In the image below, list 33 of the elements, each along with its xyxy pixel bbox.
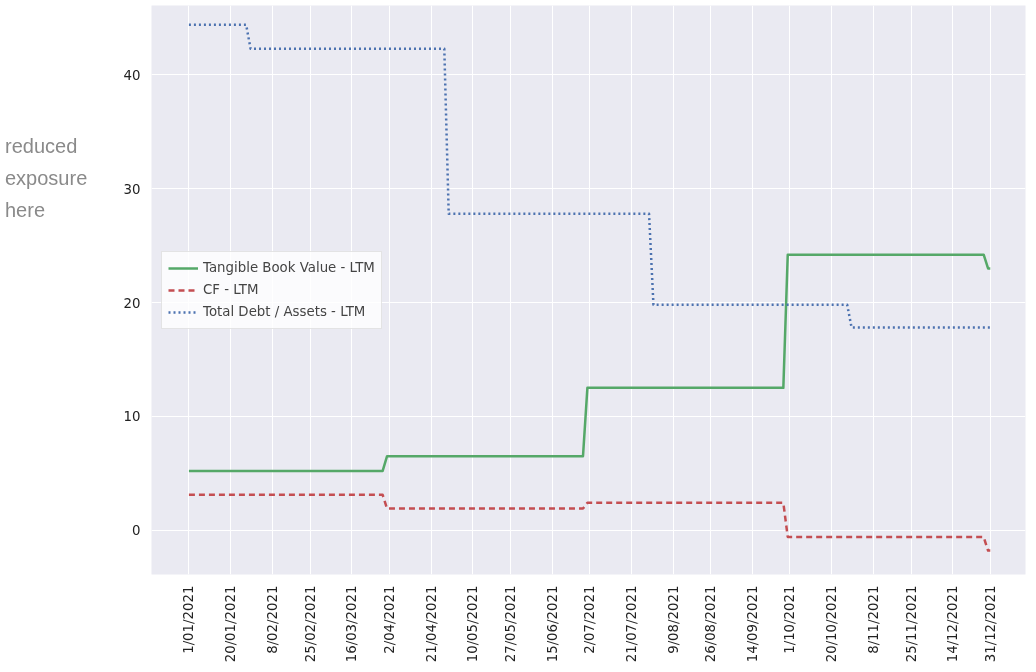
y-tick-label: 10 (123, 409, 141, 425)
x-tick-label: 8/02/2021 (265, 585, 281, 654)
x-tick-label: 1/01/2021 (181, 585, 197, 654)
line-series (187, 253, 992, 473)
line-series (187, 23, 992, 329)
text: reduced exposure here (5, 134, 89, 223)
y-tick-label: 30 (123, 181, 141, 197)
x-tick-label: 21/04/2021 (423, 585, 439, 663)
x-tick-label: 2/04/2021 (381, 585, 397, 654)
x-tick-label: 25/02/2021 (302, 585, 318, 663)
x-tick-label: 31/12/2021 (982, 585, 998, 663)
x-tick-label: 26/08/2021 (703, 585, 719, 663)
x-tick-label: 27/05/2021 (502, 585, 518, 663)
x-tick-label: 21/07/2021 (623, 585, 639, 663)
x-tick-label: 20/10/2021 (824, 585, 840, 663)
x-tick-label: 15/06/2021 (544, 585, 560, 663)
x-tick-label: 14/12/2021 (945, 585, 961, 663)
legend-label: Total Debt / Assets - LTM (203, 304, 366, 319)
y-tick-label: 20 (123, 295, 141, 311)
x-tick-label: 20/01/2021 (223, 585, 239, 663)
x-tick-label: 25/11/2021 (903, 585, 919, 663)
legend-label: Tangible Book Value - LTM (203, 260, 375, 275)
x-tick-label: 14/09/2021 (745, 585, 761, 663)
legend-label: CF - LTM (203, 282, 259, 297)
x-tick-label: 16/03/2021 (344, 585, 360, 663)
y-tick-label: 0 (132, 523, 141, 539)
x-tick-label: 8/11/2021 (866, 585, 882, 654)
x-tick-label: 2/07/2021 (582, 585, 598, 654)
x-tick-label: 9/08/2021 (665, 585, 681, 654)
y-tick-label: 40 (123, 67, 141, 83)
x-tick-label: 10/05/2021 (465, 585, 481, 663)
line-series (187, 493, 992, 552)
x-tick-label: 1/10/2021 (782, 585, 798, 654)
